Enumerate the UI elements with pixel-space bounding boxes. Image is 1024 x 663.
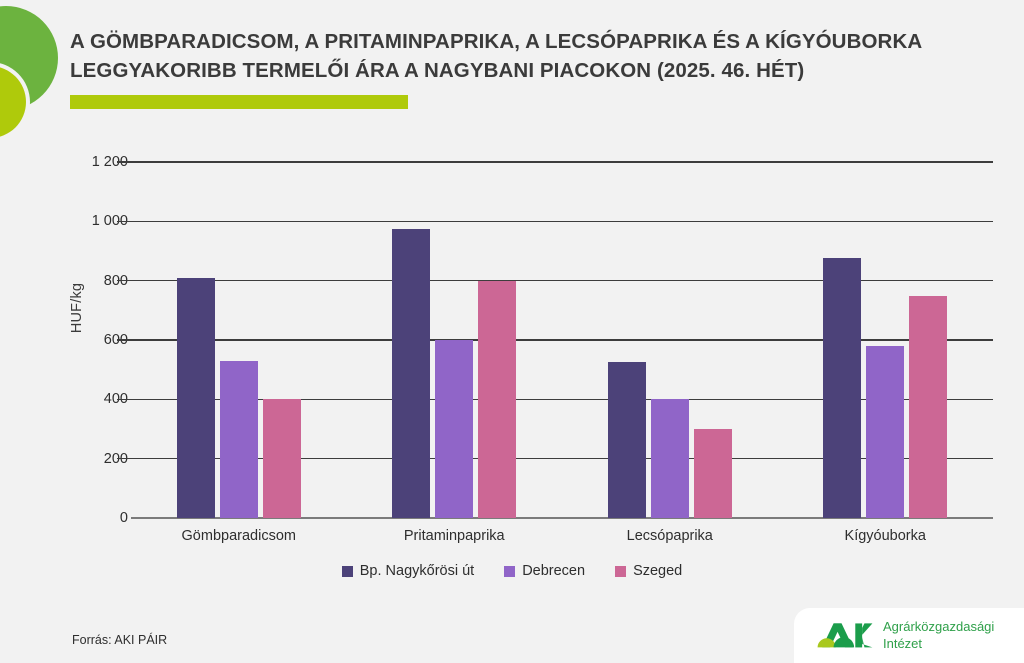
x-axis-category-label: Kígyóuborka [844,528,926,544]
legend-item[interactable]: Szeged [615,563,682,579]
gridline [131,457,993,460]
bar [176,277,215,518]
aki-logo: Agrárközgazdasági Intézet [794,608,1024,663]
y-axis-tick-mark [117,339,131,341]
x-axis-category-label: Gömbparadicsom [181,528,296,544]
y-axis-tick-label: 600 [103,332,128,348]
y-axis-tick-label: 1 200 [91,154,128,170]
source-note: Forrás: AKI PÁIR [72,633,168,647]
legend-label: Bp. Nagykőrösi út [359,563,475,579]
y-axis-tick-mark [117,398,131,401]
bar [607,362,646,518]
bar [693,429,732,518]
bar [478,280,517,518]
x-axis-category-label: Pritaminpaprika [403,528,505,544]
legend-label: Szeged [633,563,683,579]
legend-swatch [504,565,516,577]
gridline [131,220,993,223]
bar [262,399,301,518]
y-axis-tick-label: 0 [119,510,128,526]
legend-swatch [341,565,353,577]
page-title: A GÖMBPARADICSOM, A PRITAMINPAPRIKA, A L… [70,30,922,83]
legend-item[interactable]: Debrecen [504,563,585,579]
y-axis-tick-label: 800 [103,272,128,289]
bar [435,340,474,518]
y-axis-tick-label: 200 [103,450,128,467]
bar [392,228,431,518]
bar [909,295,948,518]
gridline [131,339,993,341]
y-axis-tick-label: 1 000 [91,213,128,230]
legend-label: Debrecen [522,563,586,579]
y-axis-tick-mark [117,457,131,460]
gridline [131,279,993,282]
title-accent-bar [70,95,408,110]
aki-logo-mark [817,622,873,647]
aki-logo-line-2: Intézet [883,635,923,651]
axis-baseline [131,516,993,520]
bar [219,360,258,518]
gridline [131,398,993,401]
y-axis-tick-mark [117,220,131,223]
x-axis-category-label: Lecsópaprika [626,528,713,544]
aki-logo-line-1: Agrárközgazdasági [883,618,995,634]
legend-swatch [615,565,627,577]
y-axis-ticks: 0 200 400 600 800 1 000 1 200 [60,0,128,663]
bar [866,345,905,518]
bar [823,258,862,518]
aki-logo-text: Agrárközgazdasági Intézet [883,619,994,652]
y-axis-tick-label: 400 [103,391,128,408]
y-axis-tick-mark [117,161,131,163]
legend-item[interactable]: Bp. Nagykőrösi út [341,563,475,579]
bar [650,399,689,518]
y-axis-tick-mark [117,279,131,282]
gridline [131,161,993,163]
title-block: A GÖMBPARADICSOM, A PRITAMINPAPRIKA, A L… [70,27,970,110]
chart-legend: Bp. Nagykőrösi út Debrecen Szeged [0,563,1024,579]
